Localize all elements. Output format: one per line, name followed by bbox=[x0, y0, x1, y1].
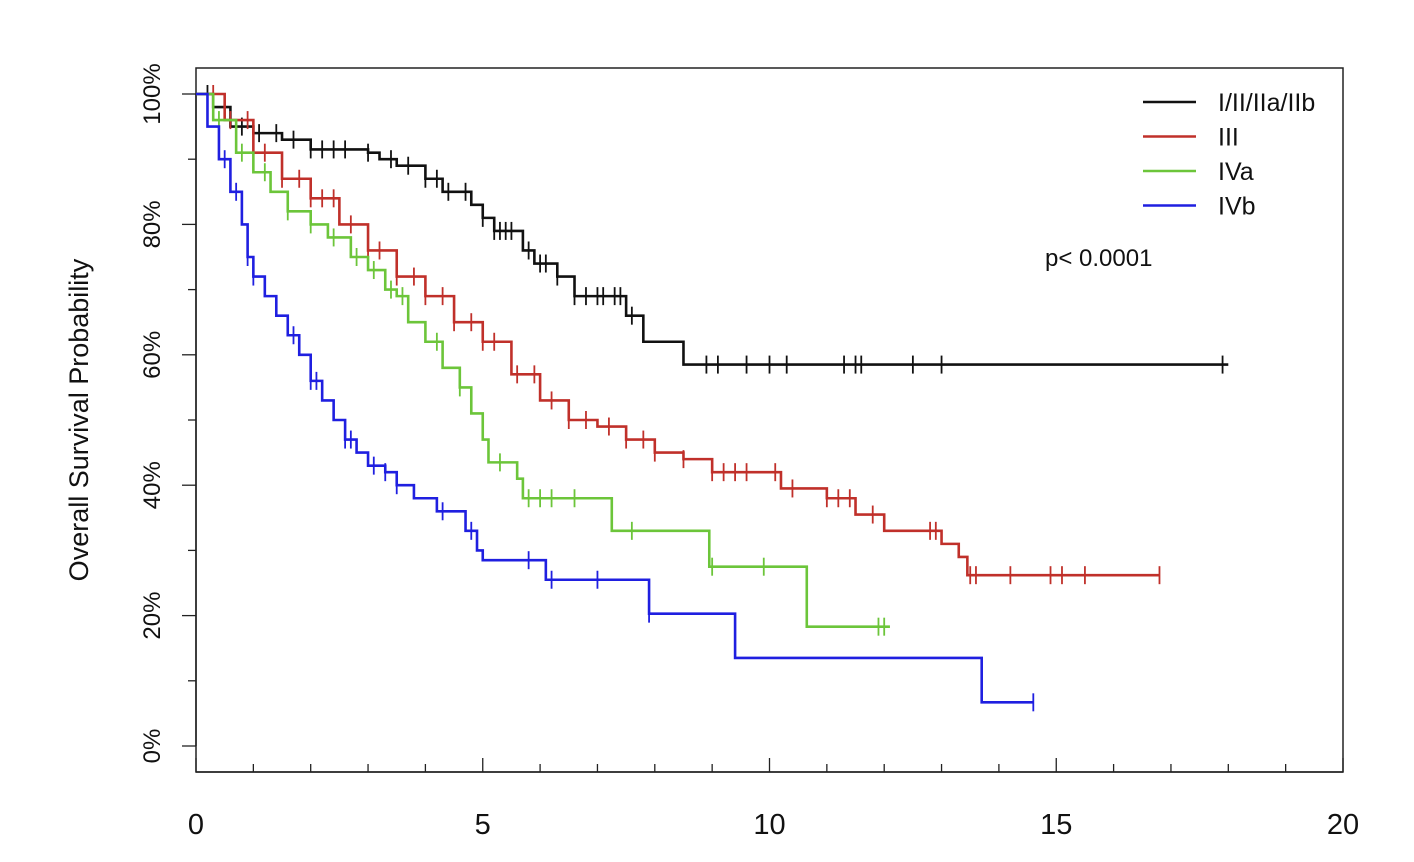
y-tick-label: 40% bbox=[139, 461, 166, 509]
legend-label: III bbox=[1218, 124, 1239, 152]
survival-curve-i-ii-iia-iib bbox=[196, 92, 1229, 366]
survival-curve-iva bbox=[196, 92, 890, 628]
survival-curve-iii bbox=[196, 92, 1160, 577]
p-value-annotation: p< 0.0001 bbox=[1045, 245, 1152, 272]
x-tick-label: 5 bbox=[475, 809, 491, 841]
legend-label: IVb bbox=[1218, 193, 1256, 221]
survival-curve-ivb bbox=[196, 92, 1034, 704]
y-tick-label: 60% bbox=[139, 331, 166, 379]
y-tick-label: 20% bbox=[139, 592, 166, 640]
legend: I/II/IIa/IIb III IVa IVb bbox=[1143, 89, 1315, 221]
y-axis-label: Overall Survival Probability bbox=[64, 258, 94, 581]
y-tick-label: 100% bbox=[139, 63, 166, 124]
y-tick-label: 80% bbox=[139, 200, 166, 248]
plot-frame bbox=[195, 67, 1344, 773]
y-tick-label: 0% bbox=[139, 729, 166, 764]
legend-label: I/II/IIa/IIb bbox=[1218, 89, 1315, 117]
x-tick-label: 20 bbox=[1327, 809, 1359, 841]
x-tick-label: 0 bbox=[188, 809, 204, 841]
x-tick-label: 15 bbox=[1040, 809, 1072, 841]
x-tick-label: 10 bbox=[753, 809, 785, 841]
legend-label: IVa bbox=[1218, 158, 1254, 186]
